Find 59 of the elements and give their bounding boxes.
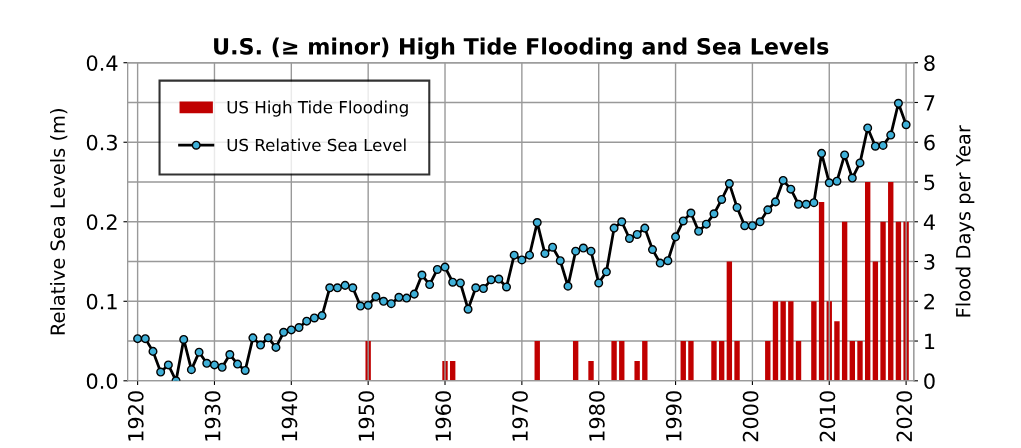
bar	[872, 261, 879, 381]
bar	[834, 321, 840, 381]
bar	[888, 182, 894, 381]
bar	[680, 341, 686, 381]
bar	[734, 341, 740, 381]
bar	[642, 341, 648, 381]
y2-tick-label: 3	[924, 253, 935, 270]
x-tick-label: 1930	[204, 391, 221, 441]
bar	[788, 301, 794, 381]
x-tick-label: 1950	[358, 391, 375, 441]
bar	[772, 301, 779, 381]
x-tick-label: 1970	[512, 391, 528, 441]
bar	[880, 221, 886, 381]
chart-title: U.S. (≥ minor) High Tide Flooding and Sea Levels	[214, 37, 829, 60]
x-tick-label: 1920	[127, 391, 144, 441]
x-tick-label: 1940	[281, 391, 298, 441]
bar	[857, 341, 863, 381]
legend-label: US High Tide Flooding	[227, 100, 408, 117]
bar	[711, 341, 717, 381]
bar	[588, 360, 594, 381]
x-tick-label: 2010	[819, 391, 836, 442]
y-tick-label: 0.2	[86, 214, 117, 230]
y-tick-label: 0.0	[86, 373, 118, 390]
bar	[611, 341, 617, 381]
y2-axis-title: Flood Days per Year	[955, 125, 975, 317]
bar	[895, 221, 902, 381]
bar	[818, 201, 825, 381]
bar	[795, 341, 802, 381]
x-tick-label: 1980	[589, 391, 605, 441]
y-axis-title: Relative Sea Levels (m)	[49, 109, 68, 335]
x-tick-label: 2020	[896, 391, 913, 442]
y2-tick-label: 6	[924, 134, 935, 151]
y2-tick-label: 7	[924, 95, 935, 111]
bar	[780, 301, 786, 381]
y2-tick-label: 8	[924, 55, 935, 71]
bar	[865, 182, 871, 381]
y-tick-label: 0.1	[86, 293, 117, 310]
bar	[534, 341, 540, 381]
y-tick-label: 0.3	[86, 134, 117, 151]
bar	[572, 341, 579, 381]
legend-label: US Relative Sea Level	[227, 138, 406, 152]
y2-tick-label: 0	[924, 373, 935, 390]
bar	[718, 341, 725, 381]
y2-tick-label: 4	[923, 214, 935, 230]
x-tick-label: 2000	[742, 391, 759, 442]
bar	[634, 360, 640, 381]
bar	[811, 301, 817, 381]
bar	[841, 221, 848, 381]
x-tick-label: 1960	[435, 391, 452, 441]
bar	[688, 341, 694, 381]
bar	[726, 261, 733, 381]
y2-tick-label: 1	[925, 333, 935, 349]
x-tick-label: 1990	[665, 391, 682, 441]
y2-tick-label: 2	[924, 293, 934, 310]
y-tick-label: 0.4	[86, 55, 118, 71]
bar	[849, 341, 856, 381]
y2-tick-label: 5	[924, 174, 935, 191]
bar	[619, 341, 625, 381]
bar	[765, 341, 771, 381]
